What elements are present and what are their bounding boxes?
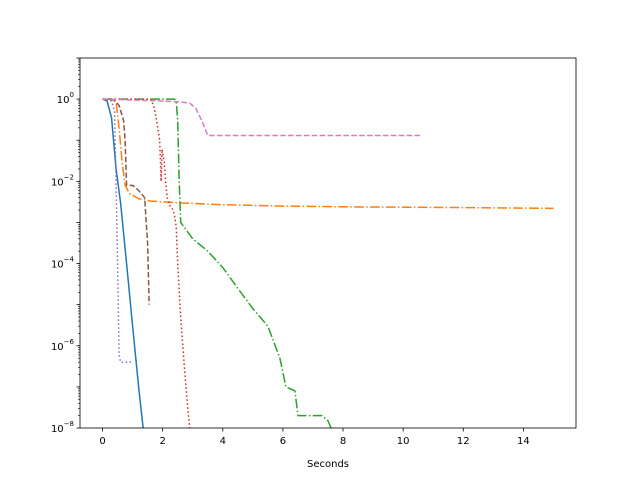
y-tick-label: 100 <box>57 91 74 106</box>
x-axis-label: Seconds <box>307 459 349 470</box>
x-tick-label: 12 <box>457 436 470 447</box>
series-4-line <box>102 98 191 428</box>
series-7-line <box>102 98 422 137</box>
y-tick-label: 10−2 <box>51 173 74 188</box>
x-tick-label: 8 <box>340 436 346 447</box>
series-2-line <box>102 98 554 210</box>
series-layer <box>102 98 554 428</box>
series-6-line <box>102 98 150 305</box>
series-3-line <box>102 98 332 428</box>
y-axis: 100 10−2 10−4 10−6 10−8 <box>51 57 80 435</box>
x-tick-label: 2 <box>159 436 165 447</box>
x-tick-label: 14 <box>517 436 530 447</box>
plot-frame <box>79 57 577 429</box>
y-tick-label: 10−6 <box>51 338 75 353</box>
x-axis: 0 2 4 6 8 10 12 14 <box>99 428 530 447</box>
y-tick-label: 10−8 <box>51 420 74 435</box>
series-1-line <box>102 98 144 428</box>
x-tick-label: 10 <box>397 436 410 447</box>
x-tick-label: 4 <box>220 436 226 447</box>
x-tick-label: 0 <box>99 436 105 447</box>
x-tick-label: 6 <box>280 436 286 447</box>
y-tick-label: 10−4 <box>51 256 75 271</box>
